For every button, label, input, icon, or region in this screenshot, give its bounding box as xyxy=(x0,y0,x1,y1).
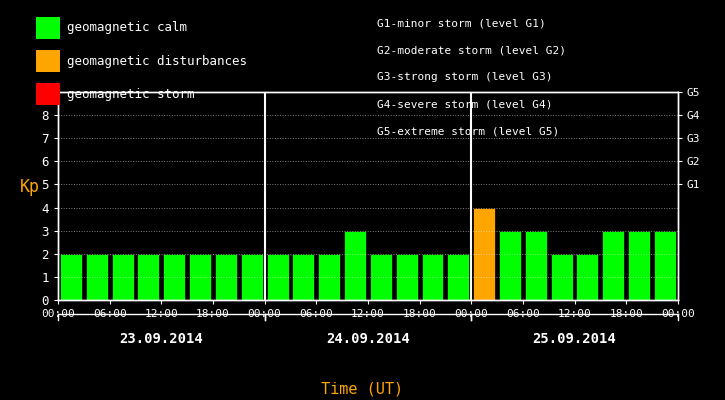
Bar xyxy=(370,254,392,300)
Text: G4-severe storm (level G4): G4-severe storm (level G4) xyxy=(377,100,552,110)
Text: 25.09.2014: 25.09.2014 xyxy=(533,332,616,346)
Bar xyxy=(576,254,598,300)
Text: G1-minor storm (level G1): G1-minor storm (level G1) xyxy=(377,18,546,28)
Text: 24.09.2014: 24.09.2014 xyxy=(326,332,410,346)
Bar xyxy=(447,254,469,300)
Bar xyxy=(189,254,211,300)
Bar xyxy=(267,254,289,300)
Bar xyxy=(318,254,340,300)
Bar xyxy=(215,254,237,300)
Text: 23.09.2014: 23.09.2014 xyxy=(120,332,203,346)
Bar xyxy=(551,254,573,300)
Text: geomagnetic calm: geomagnetic calm xyxy=(67,22,188,34)
Bar xyxy=(241,254,262,300)
Bar xyxy=(344,231,366,300)
Bar xyxy=(112,254,133,300)
Text: G3-strong storm (level G3): G3-strong storm (level G3) xyxy=(377,72,552,82)
Bar xyxy=(602,231,624,300)
Text: Time (UT): Time (UT) xyxy=(321,381,404,396)
Bar xyxy=(499,231,521,300)
Bar xyxy=(628,231,650,300)
Bar xyxy=(163,254,185,300)
Bar xyxy=(396,254,418,300)
Text: geomagnetic disturbances: geomagnetic disturbances xyxy=(67,55,247,68)
Bar xyxy=(654,231,676,300)
Text: geomagnetic storm: geomagnetic storm xyxy=(67,88,195,101)
Bar xyxy=(473,208,495,300)
Bar xyxy=(292,254,315,300)
Text: G5-extreme storm (level G5): G5-extreme storm (level G5) xyxy=(377,127,559,137)
Bar xyxy=(86,254,108,300)
Y-axis label: Kp: Kp xyxy=(20,178,41,196)
Bar xyxy=(138,254,160,300)
Bar xyxy=(525,231,547,300)
Bar xyxy=(421,254,444,300)
Text: G2-moderate storm (level G2): G2-moderate storm (level G2) xyxy=(377,45,566,55)
Bar xyxy=(60,254,82,300)
